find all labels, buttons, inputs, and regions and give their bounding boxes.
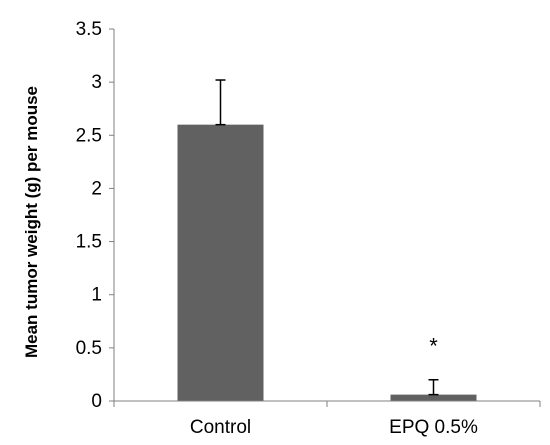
annotations: *: [429, 334, 438, 359]
bar-epq-0-5: [390, 394, 477, 401]
y-tick-label: 3.5: [76, 19, 102, 40]
bars: [177, 124, 477, 402]
y-tick-label: 1.5: [76, 232, 102, 253]
y-axis-title: Mean tumor weight (g) per mouse: [22, 86, 41, 358]
y-axis-ticks: 0 0.5 1 1.5 2 2.5 3 3.5: [76, 19, 114, 412]
x-axis-ticks: [113, 401, 541, 407]
y-tick-label: 0.5: [76, 338, 102, 359]
y-tick-label: 1: [91, 285, 102, 306]
x-axis-labels: Control EPQ 0.5%: [190, 417, 478, 438]
y-tick-label: 2: [91, 178, 102, 199]
y-tick-label: 2.5: [76, 125, 102, 146]
x-category-label: EPQ 0.5%: [389, 417, 478, 438]
y-tick-label: 3: [91, 72, 102, 93]
error-bars: [215, 79, 439, 396]
bar-control: [177, 124, 264, 402]
y-tick-label: 0: [91, 391, 102, 412]
x-category-label: Control: [190, 417, 251, 438]
significance-marker: *: [429, 334, 438, 359]
